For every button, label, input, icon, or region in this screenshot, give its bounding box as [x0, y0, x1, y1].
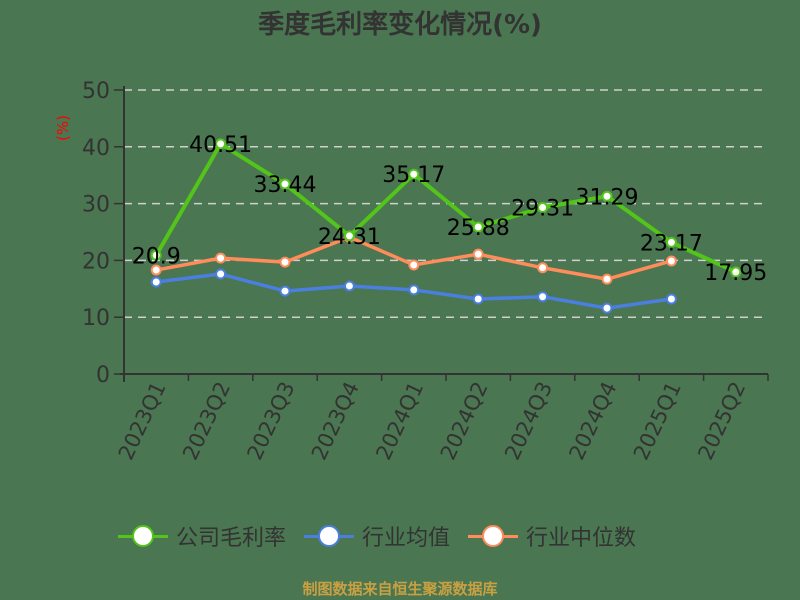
- y-tick-label: 10: [82, 306, 110, 331]
- data-point[interactable]: [408, 259, 420, 271]
- data-label: 25.88: [447, 216, 510, 241]
- x-tick-label: 2025Q1: [629, 378, 686, 464]
- data-label: 31.29: [576, 185, 639, 210]
- series-line: [154, 141, 737, 274]
- x-tick-label: 2024Q2: [436, 378, 493, 464]
- x-tick-label: 2025Q2: [693, 378, 750, 464]
- series-line: [155, 235, 672, 281]
- data-point[interactable]: [537, 202, 549, 214]
- legend-item-median[interactable]: 行业中位数: [468, 520, 636, 552]
- data-point[interactable]: [408, 168, 420, 180]
- data-label: 20.9: [132, 244, 181, 269]
- data-point[interactable]: [150, 276, 162, 288]
- legend-marker-icon: [304, 524, 355, 548]
- x-tick-label: 2023Q4: [307, 378, 364, 464]
- x-tick-label: 2023Q3: [243, 378, 300, 464]
- legend-item-average[interactable]: 行业均值: [304, 520, 450, 552]
- legend-item-company[interactable]: 公司毛利率: [118, 520, 286, 552]
- data-label: 29.31: [511, 197, 574, 222]
- data-point[interactable]: [279, 256, 291, 268]
- data-label: 23.17: [640, 231, 703, 256]
- x-tick-label: 2024Q3: [500, 378, 557, 464]
- data-point[interactable]: [601, 190, 613, 202]
- x-tick-label: 2024Q4: [565, 378, 622, 464]
- data-point[interactable]: [408, 284, 420, 296]
- data-point[interactable]: [665, 255, 677, 267]
- data-point[interactable]: [215, 252, 227, 264]
- data-point[interactable]: [150, 264, 162, 276]
- data-point[interactable]: [665, 293, 677, 305]
- y-tick-label: 50: [82, 79, 110, 104]
- data-point[interactable]: [537, 262, 549, 274]
- legend: 公司毛利率 行业均值 行业中位数: [118, 520, 636, 552]
- x-tick-label: 2023Q2: [178, 378, 235, 464]
- data-label: 24.31: [318, 225, 381, 250]
- data-point[interactable]: [215, 268, 227, 280]
- data-point[interactable]: [601, 302, 613, 314]
- x-tick-label: 2024Q1: [371, 378, 428, 464]
- legend-label: 行业均值: [362, 526, 451, 551]
- data-label: 33.44: [254, 173, 317, 198]
- legend-label: 行业中位数: [526, 526, 637, 551]
- data-point[interactable]: [472, 248, 484, 260]
- legend-marker-icon: [118, 524, 168, 548]
- data-label: 40.51: [189, 133, 252, 158]
- data-point[interactable]: [150, 249, 162, 261]
- data-point[interactable]: [343, 280, 355, 292]
- source-footer: 制图数据来自恒生聚源数据库: [302, 580, 498, 598]
- data-point[interactable]: [279, 285, 291, 297]
- data-point[interactable]: [537, 291, 549, 303]
- x-tick-label: 2023Q1: [114, 378, 171, 464]
- y-tick-label: 0: [96, 363, 110, 388]
- data-point[interactable]: [215, 138, 227, 150]
- data-point[interactable]: [472, 221, 484, 233]
- legend-marker-icon: [468, 524, 519, 548]
- data-point[interactable]: [730, 266, 742, 278]
- data-point[interactable]: [343, 230, 355, 242]
- y-tick-label: 20: [82, 249, 110, 274]
- data-point[interactable]: [665, 236, 677, 248]
- y-tick-label: 40: [82, 136, 110, 161]
- data-point[interactable]: [601, 273, 613, 285]
- y-tick-label: 30: [82, 193, 110, 218]
- data-point[interactable]: [279, 178, 291, 190]
- data-label: 35.17: [382, 163, 445, 188]
- chart-title: 季度毛利率变化情况(%): [258, 10, 542, 40]
- legend-label: 公司毛利率: [176, 526, 287, 551]
- data-point[interactable]: [472, 293, 484, 305]
- y-unit-label: (%): [54, 115, 72, 141]
- data-label: 17.95: [704, 261, 767, 286]
